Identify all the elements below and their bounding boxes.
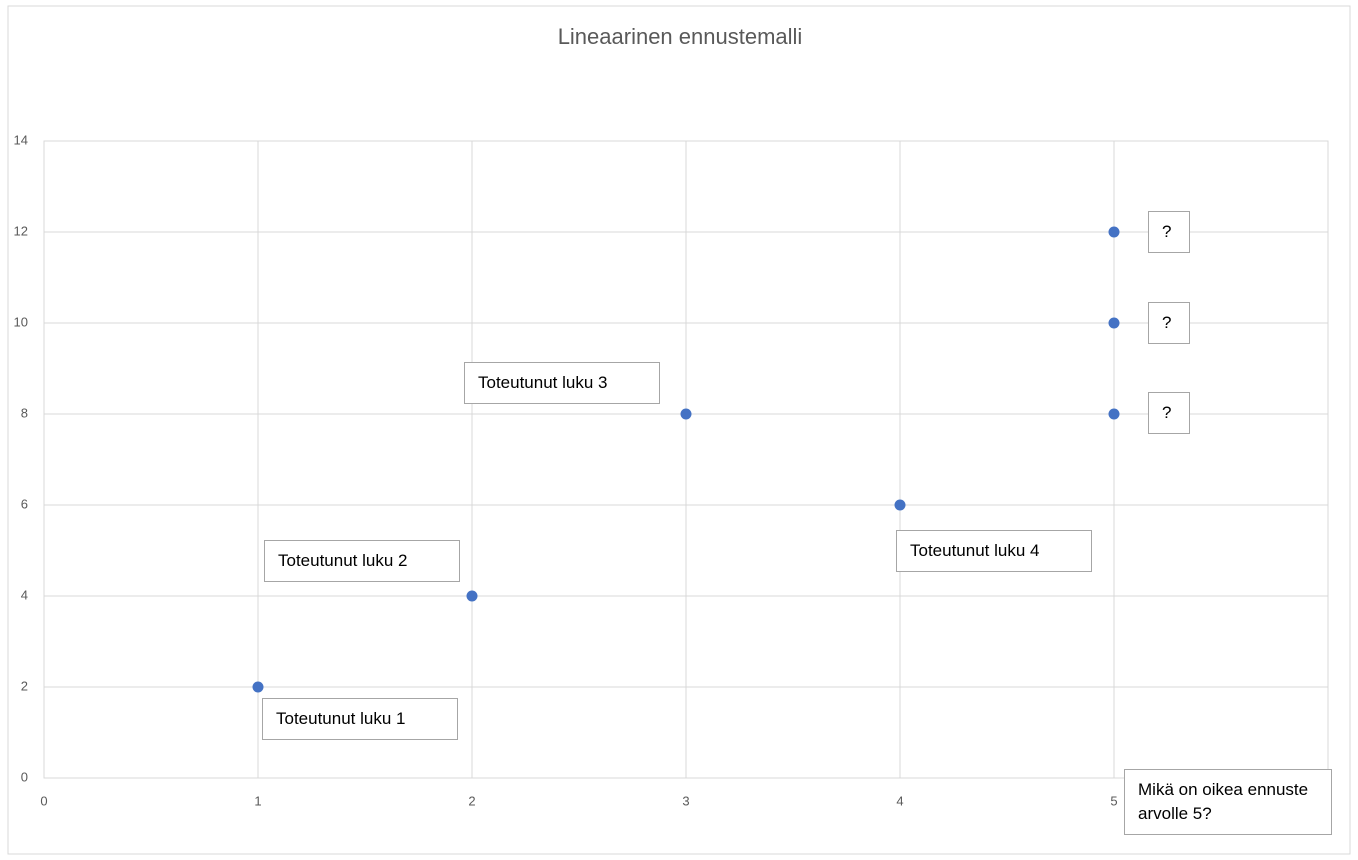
point — [1108, 317, 1120, 329]
annotation: Toteutunut luku 2 — [264, 540, 460, 582]
annotation: Toteutunut luku 4 — [896, 530, 1092, 572]
y-tick-label: 14 — [14, 132, 28, 147]
point — [252, 681, 264, 693]
x-tick-label: 5 — [1110, 793, 1117, 808]
x-tick-label: 2 — [468, 793, 475, 808]
annotation: ? — [1148, 302, 1190, 344]
point — [1108, 408, 1120, 420]
chart-frame — [7, 5, 1351, 855]
x-tick-label: 3 — [682, 793, 689, 808]
y-tick-label: 10 — [14, 314, 28, 329]
y-tick-label: 0 — [21, 769, 28, 784]
chart-title: Lineaarinen ennustemalli — [558, 24, 803, 49]
point — [680, 408, 692, 420]
point — [894, 499, 906, 511]
annotation: Mikä on oikea ennuste arvolle 5? — [1124, 769, 1332, 835]
y-tick-label: 2 — [21, 678, 28, 693]
x-tick-label: 0 — [40, 793, 47, 808]
point — [466, 590, 478, 602]
point — [1108, 226, 1120, 238]
y-tick-label: 8 — [21, 405, 28, 420]
annotation: ? — [1148, 211, 1190, 253]
annotation: Toteutunut luku 1 — [262, 698, 458, 740]
x-tick-label: 1 — [254, 793, 261, 808]
y-tick-label: 4 — [21, 587, 28, 602]
annotation: ? — [1148, 392, 1190, 434]
y-tick-label: 6 — [21, 496, 28, 511]
x-tick-label: 4 — [896, 793, 903, 808]
annotation: Toteutunut luku 3 — [464, 362, 660, 404]
y-tick-label: 12 — [14, 223, 28, 238]
